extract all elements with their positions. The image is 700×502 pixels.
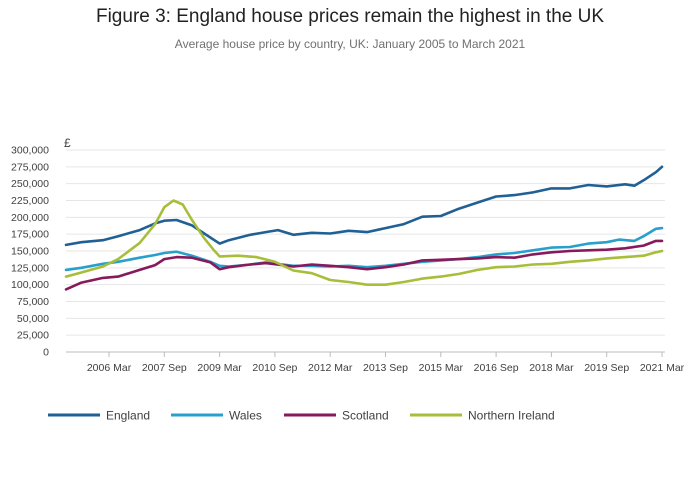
y-tick-label: 50,000 [17,313,49,325]
chart-subtitle: Average house price by country, UK: Janu… [174,37,526,51]
x-tick-label: 2015 Mar [419,362,464,374]
x-tick-label: 2010 Sep [252,362,297,374]
y-tick-label: 75,000 [17,296,49,308]
legend-label: Wales [229,409,262,423]
x-tick-label: 2009 Mar [197,362,242,374]
y-tick-label: 250,000 [11,178,49,190]
y-tick-label: 100,000 [11,279,49,291]
chart-title: Figure 3: England house prices remain th… [95,6,605,27]
y-tick-label: 300,000 [11,145,49,157]
y-tick-label: 175,000 [11,229,49,241]
legend-label: Northern Ireland [468,409,555,423]
y-tick-label: 275,000 [11,161,49,173]
series-line-scotland [64,239,664,291]
x-tick-label: 2019 Sep [584,362,629,374]
series-line-wales [64,226,664,272]
y-tick-label: 150,000 [11,246,49,258]
x-tick-label: 2006 Mar [87,362,132,374]
legend-label: England [106,409,150,423]
x-axis: 2006 Mar 2007 Sep 2009 Mar 2010 Sep 2012 Mar… [87,352,685,374]
y-axis: £ 0 25,000 50,000 75,000 100,000 125,000 150,0… [11,136,71,359]
y-unit-label: £ [64,136,71,150]
legend: England Wales Scotland Northern Ireland [48,409,555,423]
x-tick-label: 2018 Mar [529,362,574,374]
series-lines [64,165,664,291]
y-tick-label: 25,000 [17,330,49,342]
x-tick-label: 2012 Mar [308,362,353,374]
x-tick-label: 2021 Mar [640,362,685,374]
series-line-northern-ireland [64,199,664,286]
y-tick-label: 0 [43,347,49,359]
series-line-england [64,165,664,247]
y-tick-label: 125,000 [11,262,49,274]
legend-label: Scotland [342,409,389,423]
x-tick-label: 2013 Sep [363,362,408,374]
y-tick-label: 200,000 [11,212,49,224]
x-tick-label: 2016 Sep [474,362,519,374]
x-tick-label: 2007 Sep [142,362,187,374]
y-tick-label: 225,000 [11,195,49,207]
